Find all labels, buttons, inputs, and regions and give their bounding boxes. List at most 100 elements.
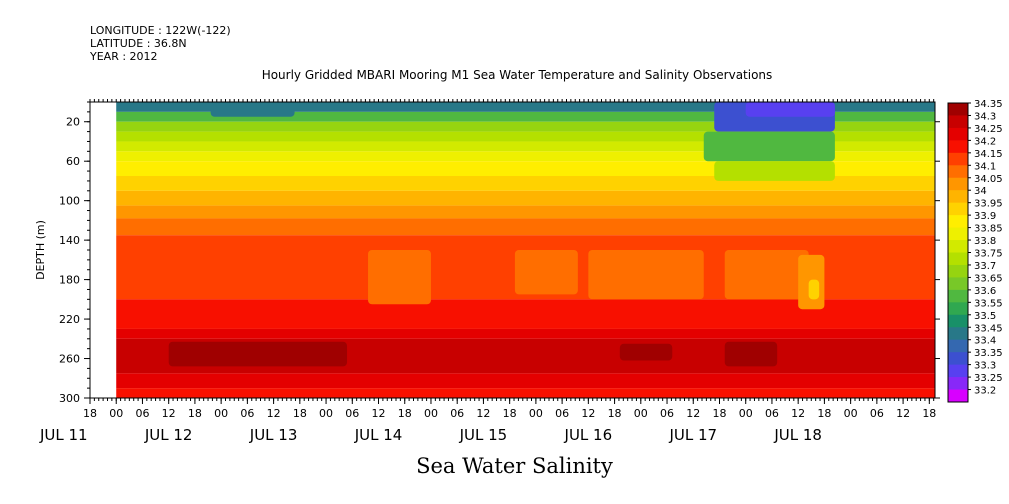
colorbar-label: 34.2 (974, 136, 996, 147)
colorbar-swatch (948, 339, 968, 353)
x-hour-label: 00 (319, 407, 333, 420)
x-hour-label: 12 (372, 407, 386, 420)
colorbar-label: 33.25 (974, 373, 1003, 384)
salinity-band-0 (116, 102, 936, 112)
chart-axes: 20 60 100 140 180 220 260 300 DEPTH (m) 18 00 06 12 1… (34, 99, 940, 444)
colorbar-label: 34.35 (974, 99, 1003, 110)
x-hour-label: 06 (870, 407, 884, 420)
salinity-feature-7 (588, 250, 704, 300)
salinity-feature-12 (619, 343, 673, 361)
colorbar-swatch (948, 364, 968, 378)
colorbar-swatch (948, 240, 968, 253)
salinity-feature-5 (368, 250, 431, 305)
salinity-band-3 (116, 131, 936, 142)
x-hour-label: 12 (476, 407, 490, 420)
colorbar-label: 33.5 (974, 311, 996, 322)
colorbar-swatch (948, 190, 968, 204)
colorbar-swatch (948, 165, 968, 179)
x-hour-label: 18 (503, 407, 517, 420)
x-hour-label: 18 (293, 407, 307, 420)
salinity-feature-11 (168, 341, 348, 367)
colorbar-label: 33.85 (974, 224, 1003, 235)
colorbar-label: 34.25 (974, 124, 1003, 135)
x-hour-label: 00 (739, 407, 753, 420)
x-hour-label: 00 (844, 407, 858, 420)
chart-footer-label: Sea Water Salinity (416, 454, 613, 478)
x-hour-label: 18 (608, 407, 622, 420)
colorbar-swatch (948, 252, 968, 266)
x-hour-label: 00 (424, 407, 438, 420)
salinity-field (116, 102, 936, 398)
salinity-feature-10 (808, 279, 820, 300)
colorbar-swatch (948, 289, 968, 303)
x-hour-label: 12 (686, 407, 700, 420)
x-day-label: JUL 17 (668, 426, 717, 444)
x-hour-label: 12 (896, 407, 910, 420)
x-hour-label: 12 (267, 407, 281, 420)
colorbar-swatch (948, 377, 968, 391)
x-day-label: JUL 15 (459, 426, 508, 444)
year-label: YEAR : 2012 (90, 50, 158, 63)
salinity-band-4 (116, 141, 936, 152)
colorbar-label: 33.75 (974, 249, 1003, 260)
colorbar-swatch (948, 352, 968, 366)
salinity-feature-3 (703, 131, 835, 162)
x-hour-label: 00 (109, 407, 123, 420)
x-hour-label: 18 (922, 407, 936, 420)
y-tick-label: 220 (59, 313, 80, 326)
x-hour-label: 06 (450, 407, 464, 420)
x-hour-label: 00 (529, 407, 543, 420)
x-day-label: JUL 18 (773, 426, 822, 444)
salinity-feature-13 (724, 341, 778, 367)
colorbar-swatch (948, 227, 968, 241)
colorbar-label: 34.1 (974, 161, 996, 172)
salinity-feature-8 (724, 250, 809, 300)
colorbar-swatch (948, 302, 968, 316)
x-hour-label: 12 (791, 407, 805, 420)
colorbar-swatch (948, 314, 968, 328)
colorbar: 34.3534.334.2534.234.1534.134.053433.953… (947, 99, 1003, 403)
x-day-label: JUL 16 (564, 426, 613, 444)
colorbar-label: 33.4 (974, 336, 996, 347)
salinity-band-13 (116, 328, 936, 339)
colorbar-label: 33.3 (974, 361, 996, 372)
x-hour-label: 06 (765, 407, 779, 420)
salinity-band-16 (116, 388, 936, 398)
colorbar-swatch (948, 152, 968, 166)
colorbar-swatch (948, 140, 968, 154)
salinity-feature-0 (210, 102, 295, 117)
colorbar-label: 33.35 (974, 348, 1003, 359)
colorbar-label: 33.9 (974, 211, 996, 222)
x-hour-label: 06 (135, 407, 149, 420)
y-axis-label: DEPTH (m) (34, 220, 47, 280)
colorbar-label: 33.7 (974, 261, 996, 272)
latitude-label: LATITUDE : 36.8N (90, 37, 187, 50)
salinity-band-2 (116, 121, 936, 132)
colorbar-label: 33.45 (974, 323, 1003, 334)
salinity-feature-4 (714, 161, 835, 181)
colorbar-swatch (948, 389, 968, 403)
x-hour-label: 18 (398, 407, 412, 420)
salinity-band-5 (116, 151, 936, 162)
colorbar-swatch (948, 277, 968, 291)
colorbar-swatch (948, 115, 968, 129)
colorbar-label: 34.15 (974, 149, 1003, 160)
colorbar-swatch (948, 264, 968, 278)
colorbar-label: 33.8 (974, 236, 996, 247)
y-tick-label: 100 (59, 195, 80, 208)
colorbar-swatch (948, 327, 968, 341)
x-hour-label: 18 (83, 407, 97, 420)
x-day-label: JUL 13 (249, 426, 298, 444)
colorbar-swatch (948, 127, 968, 141)
x-hour-label: 06 (240, 407, 254, 420)
y-tick-label: 20 (66, 116, 80, 129)
x-hour-label: 00 (634, 407, 648, 420)
x-day-label: JUL 11 (39, 426, 88, 444)
colorbar-label: 33.95 (974, 199, 1003, 210)
y-tick-label: 180 (59, 274, 80, 287)
x-hour-label: 12 (162, 407, 176, 420)
salinity-band-9 (116, 205, 936, 219)
y-tick-label: 260 (59, 353, 80, 366)
y-tick-label: 300 (59, 392, 80, 405)
